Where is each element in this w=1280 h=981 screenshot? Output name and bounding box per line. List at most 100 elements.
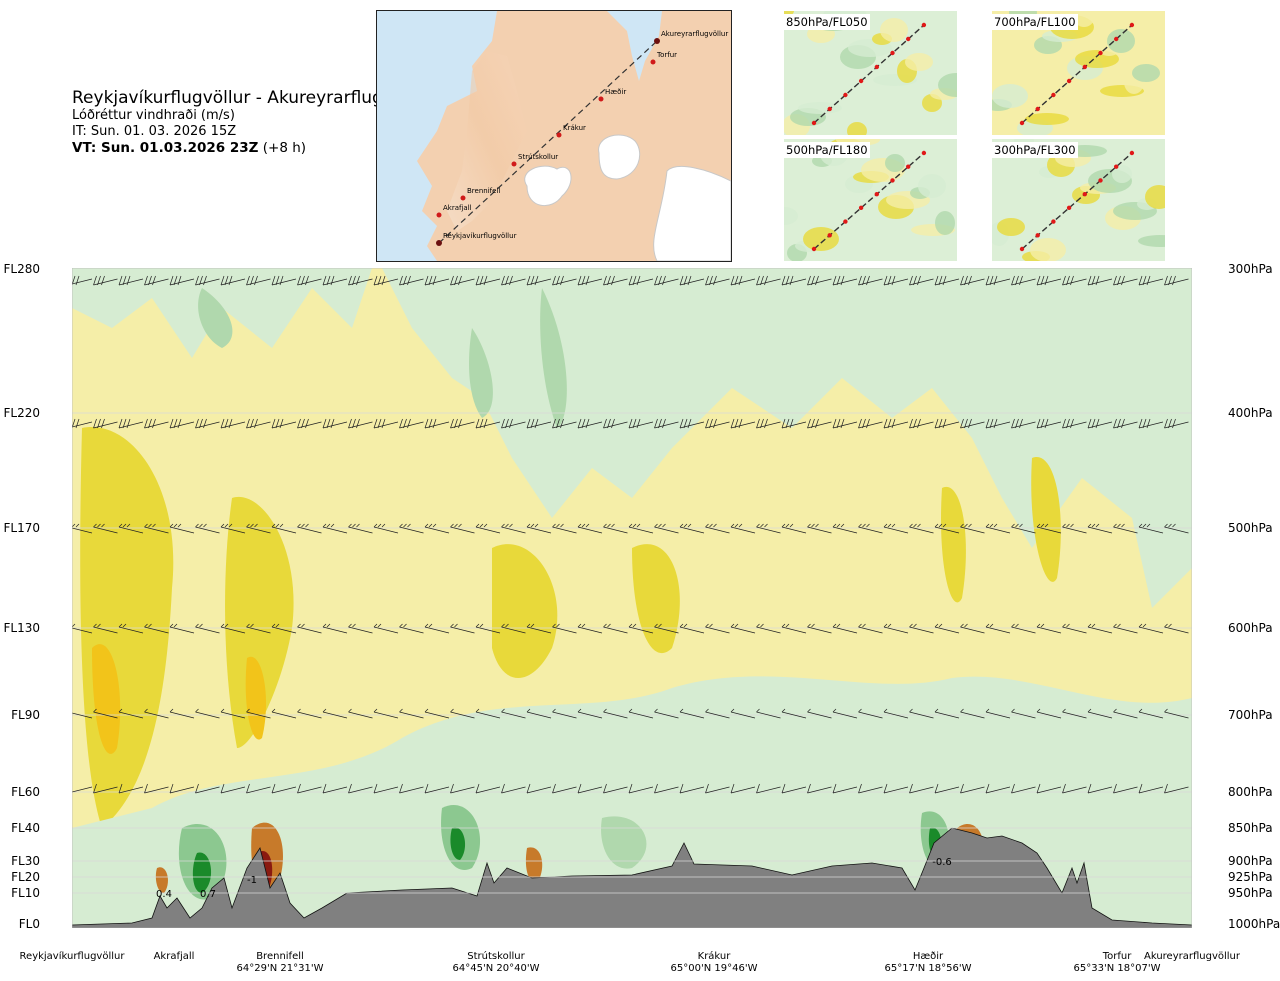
wind-barb bbox=[399, 523, 424, 534]
wind-barb bbox=[271, 523, 297, 534]
wind-barb bbox=[169, 783, 195, 794]
mini-map-waypoint bbox=[843, 92, 848, 98]
valid-time-offset: (+8 h) bbox=[262, 140, 307, 156]
mini-map-waypoint bbox=[906, 164, 911, 169]
mini-map-waypoint bbox=[1098, 50, 1103, 56]
wind-barb bbox=[169, 623, 195, 634]
glacier-1 bbox=[524, 165, 572, 207]
mini-map-700-label: 700hPa/FL100 bbox=[992, 14, 1078, 30]
updraft-core-lower-4 bbox=[601, 816, 647, 869]
wind-barb bbox=[501, 523, 526, 534]
wind-barb bbox=[195, 708, 220, 719]
updraft-core-upper-1 bbox=[469, 328, 493, 418]
mini-map-field-blob bbox=[1025, 113, 1069, 125]
wind-barb bbox=[1138, 275, 1164, 286]
wind-barb bbox=[220, 623, 246, 634]
wind-barb bbox=[552, 523, 577, 534]
mini-map-waypoint bbox=[1051, 92, 1056, 98]
mini-map-300-label: 300hPa/FL300 bbox=[992, 142, 1078, 158]
mini-map-waypoint bbox=[1082, 64, 1087, 70]
wind-barb bbox=[832, 523, 858, 534]
fl-label: FL90 bbox=[11, 708, 40, 722]
wind-barb bbox=[1164, 418, 1189, 429]
wind-barb bbox=[909, 523, 934, 534]
wind-barb bbox=[960, 623, 985, 634]
wind-barb bbox=[1087, 708, 1113, 719]
wind-barb bbox=[1138, 708, 1164, 719]
wind-barb bbox=[348, 783, 373, 794]
mini-map-waypoint bbox=[1019, 120, 1025, 126]
wind-barb bbox=[501, 418, 526, 429]
pressure-label: 950hPa bbox=[1228, 886, 1273, 900]
wind-barb bbox=[322, 708, 348, 719]
wind-barb bbox=[501, 275, 526, 286]
mini-map-300: 300hPa/FL300 bbox=[989, 133, 1182, 263]
waypoint-coordinates: 65°00'N 19°46'W bbox=[670, 963, 758, 974]
wind-barb bbox=[628, 783, 654, 794]
wind-barb bbox=[781, 275, 807, 286]
wind-barb bbox=[144, 523, 169, 534]
wind-barb bbox=[781, 418, 807, 429]
waypoint-label: Torfur 65°33'N 18°07'W bbox=[1074, 951, 1161, 975]
wind-barb bbox=[756, 708, 781, 719]
mini-map-500: 500hPa/FL180 bbox=[770, 134, 957, 262]
wind-barb bbox=[450, 708, 475, 719]
wind-barb bbox=[807, 523, 832, 534]
wind-barb bbox=[322, 623, 348, 634]
pressure-label: 300hPa bbox=[1228, 262, 1273, 276]
wind-barb bbox=[756, 623, 781, 634]
wind-barb bbox=[577, 523, 603, 534]
wind-barb bbox=[246, 708, 271, 719]
updraft-region-upper bbox=[382, 268, 1192, 608]
downdraft-strong-4 bbox=[525, 847, 543, 883]
updraft-core-lower-1-inner bbox=[192, 852, 212, 893]
wind-barb bbox=[552, 275, 577, 286]
wind-barb bbox=[934, 783, 960, 794]
wind-barb bbox=[399, 708, 424, 719]
wind-barb bbox=[832, 623, 858, 634]
wind-barb bbox=[144, 623, 169, 634]
wind-barb bbox=[1164, 623, 1189, 634]
wind-barb bbox=[1113, 523, 1138, 534]
wind-barb bbox=[858, 783, 883, 794]
mini-map-waypoint bbox=[890, 50, 895, 56]
wind-barb bbox=[475, 418, 501, 429]
wind-barb bbox=[909, 623, 934, 634]
waypoint-name: Brennifell bbox=[256, 951, 304, 962]
wind-barb bbox=[552, 783, 577, 794]
wind-barb bbox=[246, 275, 271, 286]
mini-map-waypoint bbox=[1035, 233, 1040, 238]
wind-barb bbox=[985, 418, 1011, 429]
mini-map-waypoint bbox=[858, 205, 864, 211]
wind-barb bbox=[909, 783, 934, 794]
glacier-3 bbox=[653, 165, 732, 262]
wind-barb bbox=[858, 275, 883, 286]
wind-barb bbox=[297, 275, 322, 286]
glacier-2 bbox=[598, 134, 640, 180]
sea-west bbox=[377, 11, 497, 261]
wind-barb bbox=[985, 275, 1011, 286]
wind-barb bbox=[730, 523, 756, 534]
mini-map-waypoint bbox=[921, 150, 927, 156]
mini-map-field-blob bbox=[918, 174, 946, 198]
waypoint-label: Brennifell 64°29'N 21°31'W bbox=[237, 951, 324, 975]
wind-barb bbox=[883, 523, 909, 534]
wind-barb bbox=[1164, 783, 1189, 794]
wind-barb bbox=[501, 708, 526, 719]
mini-map-waypoint bbox=[1019, 246, 1025, 252]
map-waypoint-label: Strútskollur bbox=[518, 153, 558, 161]
map-waypoint-label: Reykjavíkurflugvöllur bbox=[443, 232, 517, 240]
wind-barb bbox=[858, 708, 883, 719]
wind-barb bbox=[832, 275, 858, 286]
mini-map-route bbox=[813, 24, 925, 124]
wind-barb bbox=[679, 783, 705, 794]
mini-map-waypoint bbox=[858, 78, 864, 84]
wind-barb bbox=[654, 783, 679, 794]
mini-map-waypoint bbox=[1129, 22, 1135, 28]
pressure-label: 500hPa bbox=[1228, 521, 1273, 535]
mini-map-field-blob bbox=[1132, 64, 1160, 82]
map-waypoint-marker bbox=[654, 38, 660, 44]
downdraft-core-3 bbox=[492, 544, 558, 678]
wind-barb bbox=[322, 783, 348, 794]
wind-barb bbox=[399, 783, 424, 794]
